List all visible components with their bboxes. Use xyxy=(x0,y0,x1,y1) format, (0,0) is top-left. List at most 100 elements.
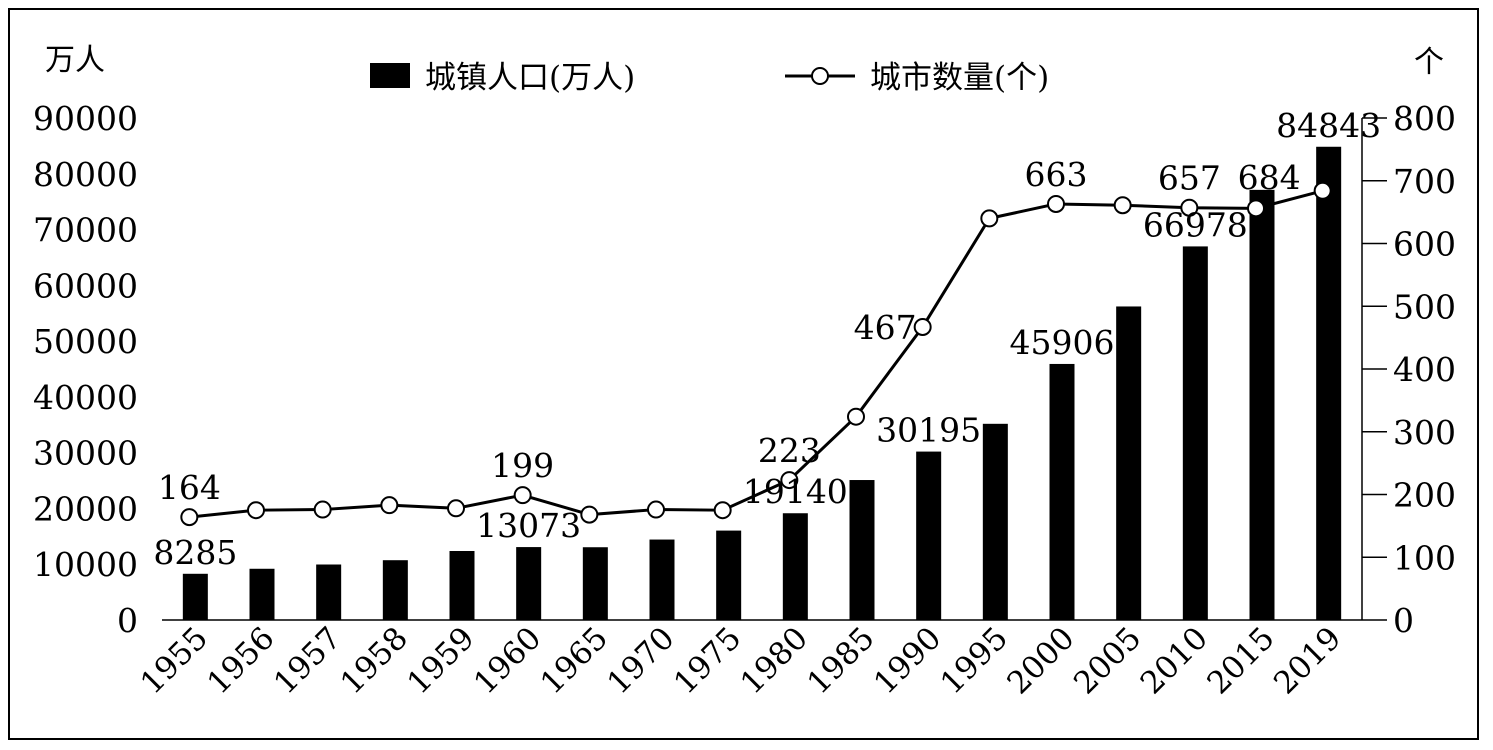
line-point-2015 xyxy=(1247,199,1265,218)
legend-line-label: 城市数量(个) xyxy=(870,60,1049,96)
line-point-1955 xyxy=(180,508,199,527)
line-point-1975 xyxy=(713,501,732,520)
bar-1980 xyxy=(782,513,808,620)
left-tick-label: 50000 xyxy=(33,322,138,361)
left-tick-label: 40000 xyxy=(33,378,138,417)
bar-1957 xyxy=(316,564,342,620)
line-value-label: 684 xyxy=(1238,158,1301,197)
line-value-label: 199 xyxy=(491,446,554,485)
line-point-1965 xyxy=(580,505,599,524)
bar-value-label: 84843 xyxy=(1276,106,1381,145)
line-point-1959 xyxy=(447,499,465,518)
bar-1959 xyxy=(449,550,475,620)
right-tick-label: 800 xyxy=(1393,99,1456,138)
bar-2010 xyxy=(1182,246,1208,620)
left-axis-unit: 万人 xyxy=(45,43,105,78)
right-tick-label: 400 xyxy=(1393,350,1456,389)
bar-value-label: 8285 xyxy=(153,533,237,572)
x-tick-label: 2019 xyxy=(1267,620,1348,701)
line-data-labels: 164 199 223 467 663 657 684 xyxy=(158,155,1301,507)
line-point-1990 xyxy=(913,317,932,336)
x-tick-label: 1957 xyxy=(267,620,348,701)
x-axis-ticks: 1955195619571958195919601965197019751980… xyxy=(134,620,1349,701)
bar-1960 xyxy=(516,547,542,620)
bar-1955 xyxy=(182,573,208,620)
right-tick-label: 0 xyxy=(1393,601,1414,640)
x-tick-label: 1965 xyxy=(534,620,615,701)
left-tick-label: 10000 xyxy=(33,545,138,584)
right-tick-label: 600 xyxy=(1393,225,1456,264)
right-axis-ticks: 0 100 200 300 400 500 600 700 800 xyxy=(1393,99,1456,640)
line-point-1960 xyxy=(513,486,532,505)
bar-1956 xyxy=(249,568,275,620)
line-point-1956 xyxy=(247,501,265,520)
city-count-line xyxy=(189,189,1324,519)
line-value-label: 663 xyxy=(1025,155,1088,194)
line-point-1970 xyxy=(647,500,665,519)
bar-1985 xyxy=(849,480,875,620)
right-tick-label: 300 xyxy=(1393,413,1456,452)
x-tick-label: 1970 xyxy=(600,620,681,701)
bar-1995 xyxy=(982,423,1008,620)
left-tick-label: 20000 xyxy=(33,489,138,528)
left-tick-label: 60000 xyxy=(33,266,138,305)
legend-bar-swatch xyxy=(370,63,410,88)
line-point-2019 xyxy=(1313,181,1332,200)
right-axis-tick-marks xyxy=(1362,117,1387,621)
x-tick-label: 1990 xyxy=(867,620,948,701)
line-value-label: 467 xyxy=(854,308,917,347)
bar-2015 xyxy=(1249,189,1275,621)
line-point-1985 xyxy=(847,407,865,426)
bar-1975 xyxy=(716,530,742,620)
x-tick-label: 1980 xyxy=(734,620,815,701)
line-point-2005 xyxy=(1113,196,1132,215)
left-tick-label: 0 xyxy=(117,601,138,640)
legend-bar-label: 城镇人口(万人) xyxy=(425,60,635,96)
x-tick-label: 2000 xyxy=(1000,620,1081,701)
x-tick-label: 2005 xyxy=(1067,620,1148,701)
right-tick-label: 200 xyxy=(1393,476,1456,515)
bar-2019 xyxy=(1316,146,1342,621)
left-tick-label: 80000 xyxy=(33,155,138,194)
line-value-label: 164 xyxy=(158,468,221,507)
line-value-label: 657 xyxy=(1158,159,1221,198)
x-tick-label: 1960 xyxy=(467,620,548,701)
bar-1958 xyxy=(382,560,408,620)
bars xyxy=(182,146,1342,621)
x-tick-label: 2010 xyxy=(1134,620,1215,701)
legend: 城镇人口(万人) 城市数量(个) xyxy=(370,60,1049,96)
bar-value-label: 13073 xyxy=(476,506,581,545)
bar-value-label: 66978 xyxy=(1143,205,1248,244)
bar-2000 xyxy=(1049,363,1075,620)
left-tick-label: 70000 xyxy=(33,211,138,250)
right-tick-label: 100 xyxy=(1393,538,1456,577)
line-value-label: 223 xyxy=(758,431,821,470)
x-tick-label: 1958 xyxy=(334,620,415,701)
bar-value-label: 19140 xyxy=(743,472,848,511)
left-tick-label: 30000 xyxy=(33,434,138,473)
city-count-markers xyxy=(180,181,1332,527)
x-tick-label: 2015 xyxy=(1200,620,1281,701)
bar-value-label: 30195 xyxy=(876,411,981,450)
bar-1970 xyxy=(649,539,675,620)
x-tick-label: 1995 xyxy=(934,620,1015,701)
bar-1990 xyxy=(916,451,942,620)
left-axis-ticks: 0 10000 20000 30000 40000 50000 60000 70000 8000… xyxy=(33,99,138,640)
line-point-2000 xyxy=(1047,194,1065,213)
bar-2005 xyxy=(1116,306,1142,620)
line-point-2010 xyxy=(1180,198,1199,217)
x-tick-label: 1956 xyxy=(200,620,281,701)
line-point-1958 xyxy=(380,496,399,515)
legend-line-marker xyxy=(811,67,829,85)
right-axis-unit: 个 xyxy=(1414,45,1444,80)
x-tick-label: 1955 xyxy=(134,620,215,701)
x-tick-label: 1959 xyxy=(400,620,481,701)
bar-1965 xyxy=(582,547,608,620)
line-point-1995 xyxy=(980,209,999,228)
right-tick-label: 700 xyxy=(1393,162,1456,201)
line-point-1957 xyxy=(313,500,332,519)
left-tick-label: 90000 xyxy=(33,99,138,138)
x-tick-label: 1985 xyxy=(800,620,881,701)
line-point-1980 xyxy=(780,471,799,490)
